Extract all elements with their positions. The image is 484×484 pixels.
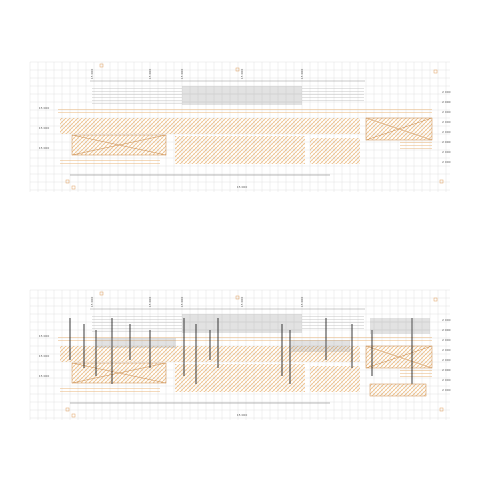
dimension-label: 2 000 — [442, 358, 451, 362]
floor-zone — [60, 158, 160, 166]
roof-band — [182, 314, 302, 333]
floor-zone — [58, 109, 432, 115]
roof-band — [182, 86, 302, 105]
marker — [439, 179, 444, 184]
marker — [99, 63, 104, 68]
dimension-label: 2 000 — [442, 130, 451, 134]
marker — [71, 413, 76, 418]
floor-zone — [310, 366, 360, 392]
top-label: 15 000 — [90, 69, 94, 80]
top-label: 15 000 — [90, 297, 94, 308]
room-block — [369, 383, 427, 397]
dimension-label: 2 000 — [442, 150, 451, 154]
marker — [433, 69, 438, 74]
dimension-label: 2 000 — [442, 120, 451, 124]
marker — [235, 295, 240, 300]
bottom-label: 15 000 — [237, 185, 248, 189]
level-label: 15 000 — [39, 146, 50, 150]
roof-band — [92, 314, 122, 333]
floor-zone — [60, 118, 360, 134]
room-block — [400, 142, 432, 150]
roof-band — [92, 86, 122, 105]
marker — [433, 297, 438, 302]
floor-zone — [175, 136, 305, 164]
roof-band — [302, 86, 364, 101]
top-label: 15 000 — [148, 69, 152, 80]
top-label: 15 000 — [180, 297, 184, 308]
top-label: 15 000 — [180, 69, 184, 80]
dimension-label: 2 000 — [442, 160, 451, 164]
floor-zone — [58, 337, 432, 343]
dimension-label: 2 000 — [442, 318, 451, 322]
floor-zone — [175, 364, 305, 392]
roof-band — [302, 314, 364, 329]
gray-block — [290, 340, 350, 352]
top-label: 15 000 — [240, 297, 244, 308]
drawing-panel: 15 000 15 000 15 000 2 000 2 000 2 000 2 000 2 … — [29, 289, 451, 420]
room-block — [400, 370, 432, 378]
dimension-label: 2 000 — [442, 140, 451, 144]
dimension-label: 2 000 — [442, 368, 451, 372]
top-label: 15 000 — [300, 69, 304, 80]
marker — [99, 291, 104, 296]
room-cross — [365, 345, 433, 369]
dimension-label: 2 000 — [442, 100, 451, 104]
level-label: 15 000 — [39, 374, 50, 378]
roof-band — [122, 314, 182, 333]
level-label: 15 000 — [39, 106, 50, 110]
room-cross — [365, 117, 433, 141]
dimension-label: 2 000 — [442, 338, 451, 342]
floor-zone — [310, 138, 360, 164]
dimension-label: 2 000 — [442, 110, 451, 114]
top-label: 15 000 — [300, 297, 304, 308]
gray-block — [370, 318, 430, 334]
dimension-label: 2 000 — [442, 388, 451, 392]
dimension-label: 2 000 — [442, 348, 451, 352]
dimension-label: 2 000 — [442, 90, 451, 94]
top-label: 15 000 — [148, 297, 152, 308]
drawing-panel: 15 000 15 000 15 000 2 000 2 000 2 000 2 000 2 … — [29, 61, 451, 192]
floor-zone — [60, 386, 160, 394]
bottom-label: 15 000 — [237, 413, 248, 417]
marker — [65, 179, 70, 184]
gray-block — [96, 338, 176, 348]
roof-band — [122, 86, 182, 105]
level-label: 15 000 — [39, 334, 50, 338]
marker — [439, 407, 444, 412]
marker — [71, 185, 76, 190]
room-cross — [71, 134, 167, 156]
dimension-label: 2 000 — [442, 328, 451, 332]
dimension-label: 2 000 — [442, 378, 451, 382]
marker — [65, 407, 70, 412]
level-label: 15 000 — [39, 354, 50, 358]
top-label: 15 000 — [240, 69, 244, 80]
marker — [235, 67, 240, 72]
level-label: 15 000 — [39, 126, 50, 130]
